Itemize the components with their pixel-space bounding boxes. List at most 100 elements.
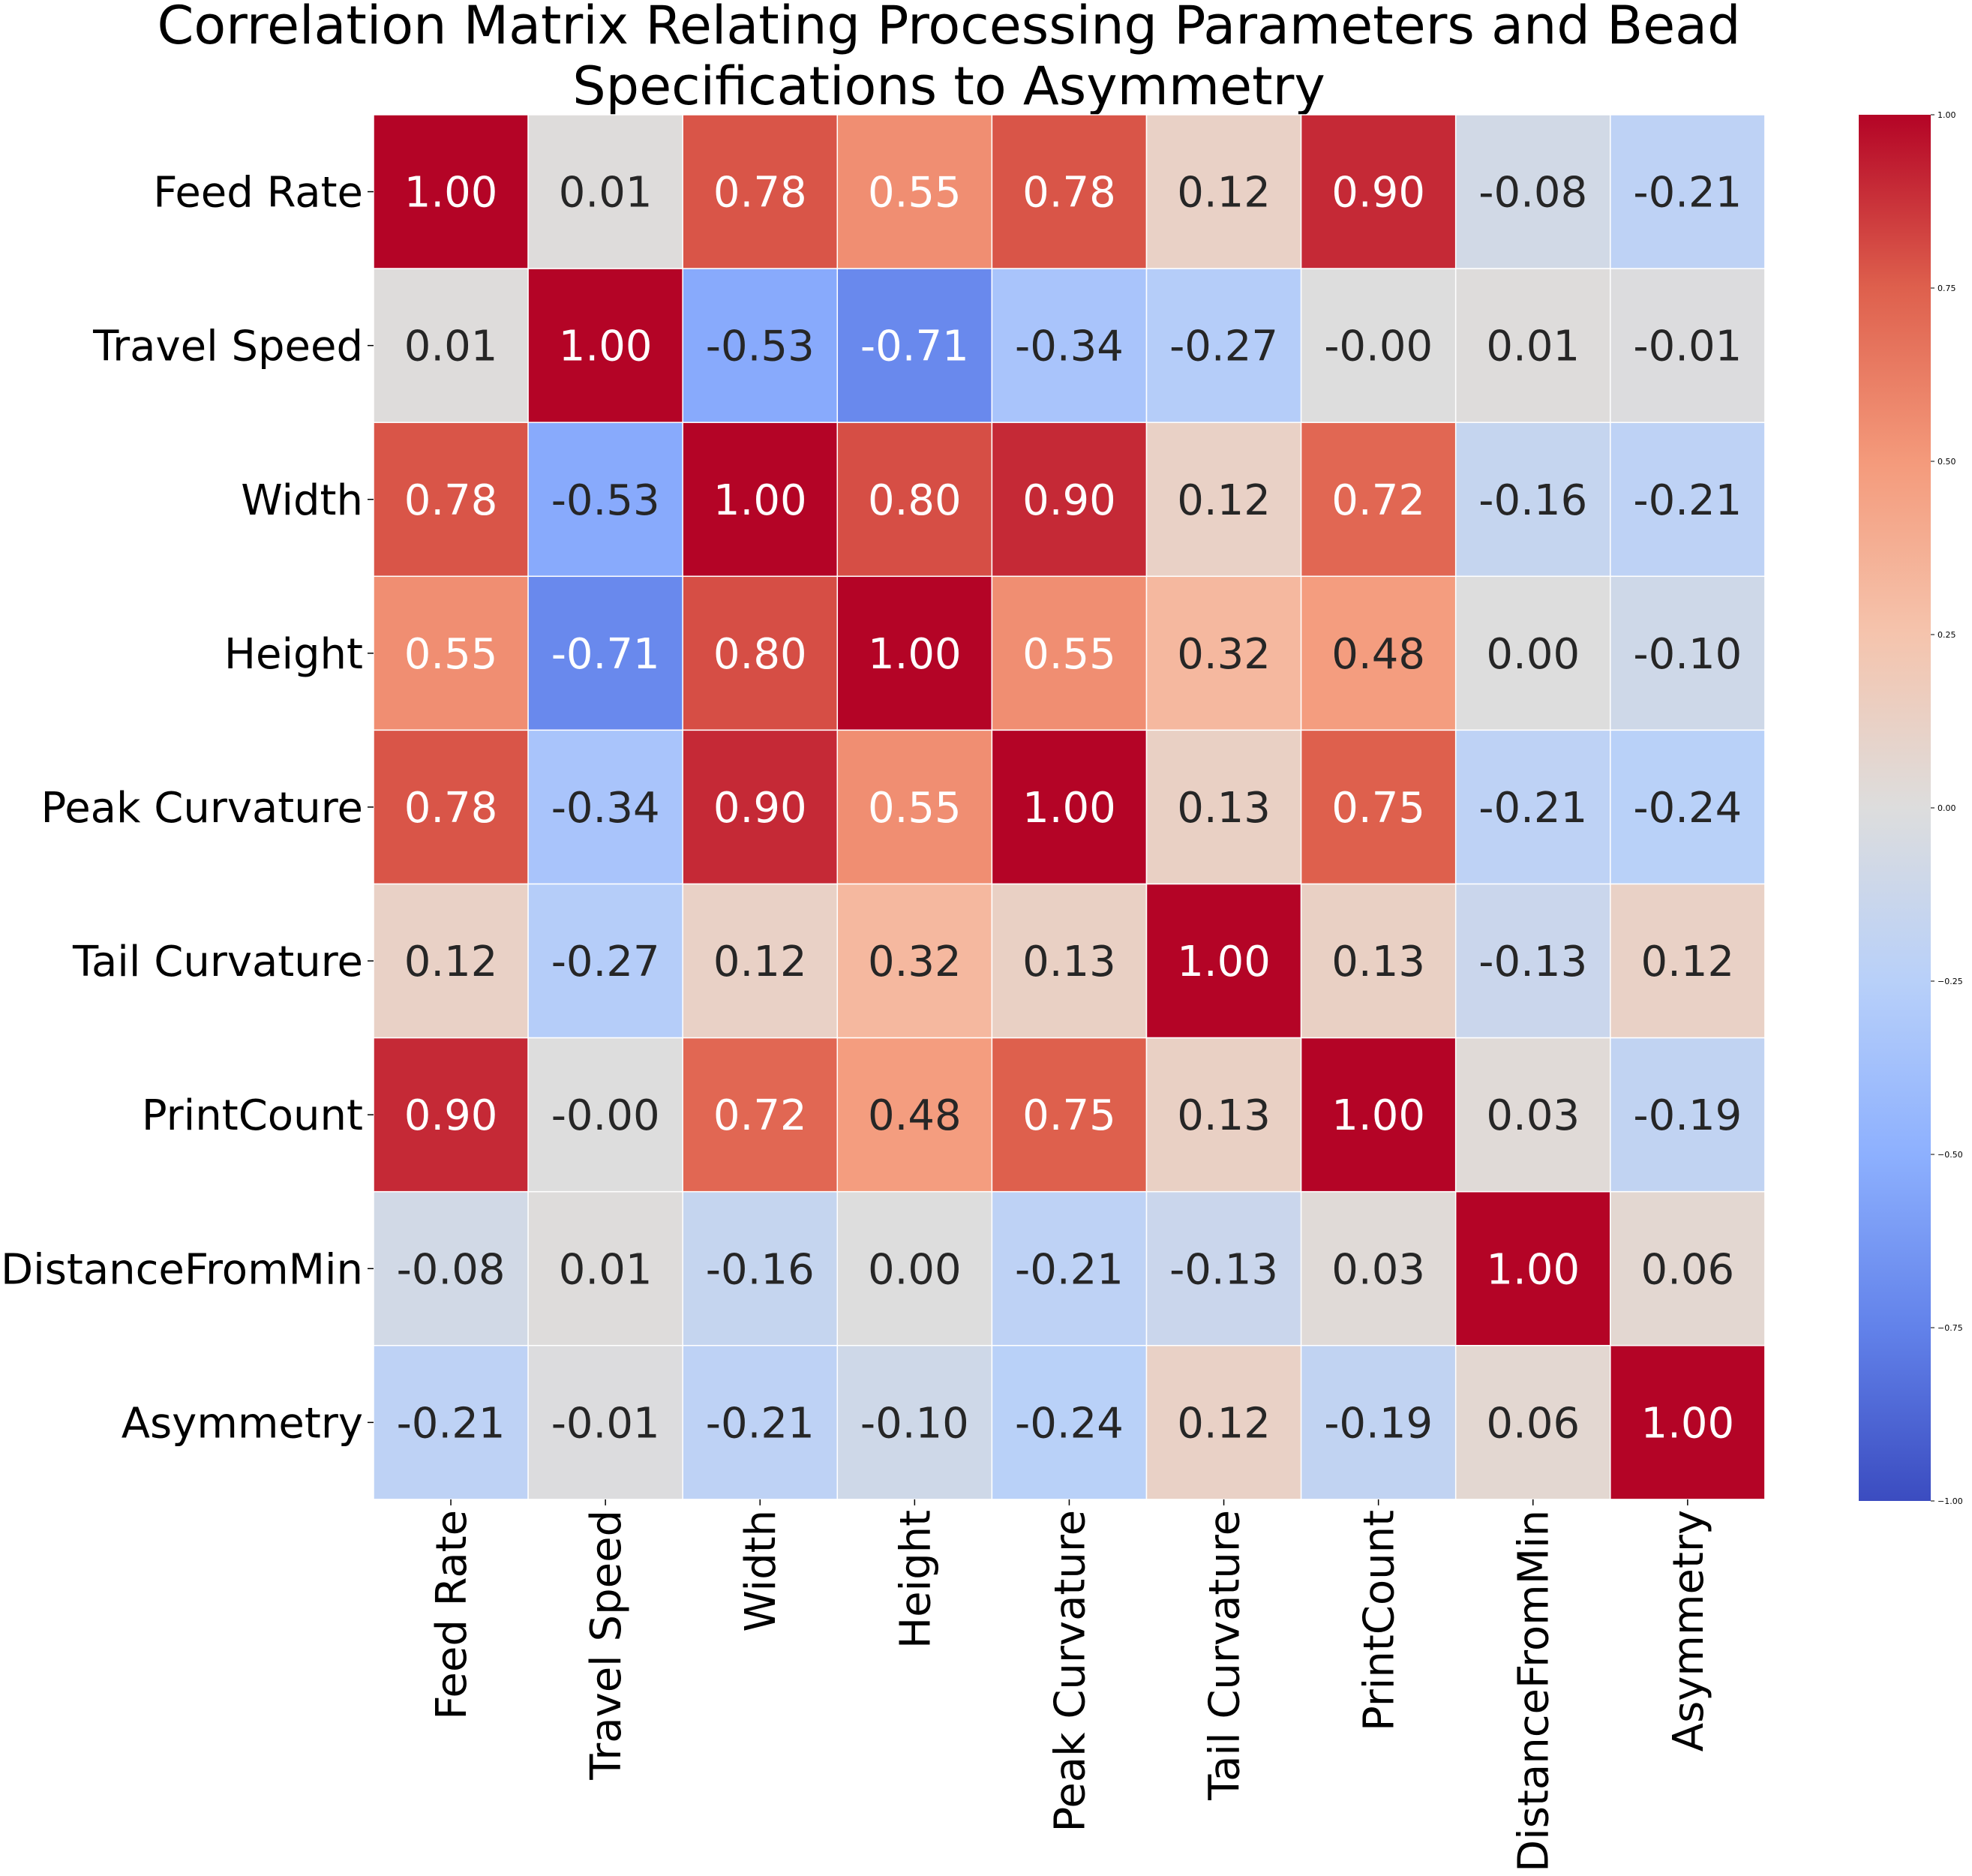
cell-value-label: 0.13 bbox=[1177, 1091, 1271, 1140]
heatmap-cell bbox=[1610, 729, 1766, 885]
heatmap-cell bbox=[991, 883, 1148, 1039]
heatmap-cell bbox=[1610, 1345, 1766, 1500]
cell-value-label: 0.32 bbox=[868, 938, 962, 986]
cell-value-label: 0.06 bbox=[1641, 1245, 1735, 1294]
cell-value-label: 0.78 bbox=[1022, 169, 1116, 218]
cell-value-label: 0.90 bbox=[1331, 169, 1425, 218]
colorbar-tick-label: −0.50 bbox=[1937, 1150, 1963, 1160]
cell-value-label: 0.12 bbox=[1177, 1399, 1271, 1448]
heatmap-cell bbox=[1454, 1190, 1611, 1346]
colorbar-gradient bbox=[1859, 115, 1931, 1501]
cell-value-label: -0.10 bbox=[860, 1399, 969, 1448]
x-tick-label: Tail Curvature bbox=[1201, 1510, 1250, 1801]
heatmap-cell bbox=[527, 422, 683, 578]
cell-value-label: 0.12 bbox=[713, 938, 807, 986]
heatmap-cell bbox=[1300, 1190, 1457, 1346]
heatmap-cell bbox=[1300, 1037, 1457, 1193]
heatmap-cell bbox=[373, 268, 529, 423]
heatmap-cell bbox=[991, 1037, 1148, 1193]
heatmap-cell bbox=[991, 114, 1148, 269]
cell-value-label: 1.00 bbox=[713, 476, 807, 525]
heatmap-cell bbox=[373, 729, 529, 885]
cell-value-label: 0.55 bbox=[1022, 630, 1116, 679]
heatmap-cell bbox=[682, 268, 839, 423]
x-tick-label: Width bbox=[737, 1510, 785, 1632]
heatmap-cell bbox=[1454, 575, 1611, 731]
heatmap-cell bbox=[1300, 422, 1457, 578]
cell-value-label: -0.24 bbox=[1015, 1399, 1124, 1448]
y-tick-label: Asymmetry bbox=[122, 1399, 363, 1448]
y-tick-label: DistanceFromMin bbox=[1, 1245, 363, 1294]
heatmap-cell bbox=[836, 1345, 993, 1500]
cell-value-label: 0.55 bbox=[868, 169, 962, 218]
heatmap-cell bbox=[1145, 114, 1302, 269]
heatmap-cell bbox=[991, 1190, 1148, 1346]
heatmap-cell bbox=[836, 268, 993, 423]
heatmap-cell bbox=[682, 883, 839, 1039]
x-tick-label: Asymmetry bbox=[1664, 1510, 1713, 1751]
cell-value-label: -0.16 bbox=[706, 1245, 815, 1294]
heatmap-cell bbox=[682, 422, 839, 578]
cell-value-label: -0.16 bbox=[1478, 476, 1587, 525]
colorbar-tick-label: 0.25 bbox=[1937, 630, 1956, 640]
heatmap-cell bbox=[373, 883, 529, 1039]
heatmap-cell bbox=[991, 1345, 1148, 1500]
x-tick-label: PrintCount bbox=[1355, 1510, 1404, 1731]
heatmap-cell bbox=[1610, 575, 1766, 731]
heatmap-cell bbox=[682, 114, 839, 269]
x-tick-label: Peak Curvature bbox=[1046, 1510, 1094, 1832]
cell-value-label: 1.00 bbox=[1486, 1245, 1580, 1294]
cell-value-label: -0.21 bbox=[1633, 169, 1742, 218]
heatmap-cell bbox=[527, 114, 683, 269]
colorbar-tick-label: 1.00 bbox=[1937, 110, 1956, 120]
cell-value-label: 0.01 bbox=[559, 1245, 653, 1294]
heatmap-cell bbox=[1610, 422, 1766, 578]
y-tick-label: Feed Rate bbox=[153, 169, 363, 218]
heatmap-cell bbox=[1145, 268, 1302, 423]
cell-value-label: 0.06 bbox=[1486, 1399, 1580, 1448]
cell-value-label: -0.71 bbox=[860, 323, 969, 371]
cell-value-label: 0.13 bbox=[1331, 938, 1425, 986]
cell-value-label: 0.55 bbox=[404, 630, 498, 679]
heatmap-cell bbox=[373, 1037, 529, 1193]
cell-value-label: 0.12 bbox=[1641, 938, 1735, 986]
cell-value-label: 0.00 bbox=[1486, 630, 1580, 679]
cell-value-label: 0.75 bbox=[1022, 1091, 1116, 1140]
cell-value-label: 0.75 bbox=[1331, 784, 1425, 833]
cell-value-label: -0.19 bbox=[1324, 1399, 1433, 1448]
heatmap-cell bbox=[682, 1037, 839, 1193]
cell-value-label: 1.00 bbox=[1331, 1091, 1425, 1140]
x-tick-label: Feed Rate bbox=[428, 1510, 476, 1720]
heatmap-cell bbox=[1145, 1190, 1302, 1346]
cell-value-label: 1.00 bbox=[1641, 1399, 1735, 1448]
colorbar-tick-label: 0.50 bbox=[1937, 457, 1956, 467]
x-tick-label: DistanceFromMin bbox=[1510, 1510, 1559, 1872]
cell-value-label: -0.53 bbox=[706, 323, 815, 371]
cell-value-label: 0.12 bbox=[404, 938, 498, 986]
cell-value-label: -0.27 bbox=[551, 938, 660, 986]
cell-value-label: -0.24 bbox=[1633, 784, 1742, 833]
colorbar-tick-label: −0.75 bbox=[1937, 1323, 1963, 1333]
heatmap-cell bbox=[527, 729, 683, 885]
y-axis-ticks: Feed Rate Travel Speed Width Height Peak Cur… bbox=[1, 169, 374, 1448]
cell-value-label: -0.21 bbox=[706, 1399, 815, 1448]
cell-value-label: 0.03 bbox=[1486, 1091, 1580, 1140]
heatmap-cell bbox=[1454, 268, 1611, 423]
heatmap-cell bbox=[836, 883, 993, 1039]
heatmap-cell bbox=[991, 268, 1148, 423]
cell-value-label: 0.48 bbox=[1331, 630, 1425, 679]
cell-value-label: -0.21 bbox=[1478, 784, 1587, 833]
cell-value-label: 0.55 bbox=[868, 784, 962, 833]
y-tick-label: Height bbox=[224, 630, 363, 679]
cell-value-label: -0.13 bbox=[1478, 938, 1587, 986]
x-tick-label: Travel Speed bbox=[582, 1510, 631, 1781]
cell-value-label: 0.01 bbox=[1486, 323, 1580, 371]
heatmap-cell bbox=[682, 1190, 839, 1346]
cell-value-label: 0.13 bbox=[1022, 938, 1116, 986]
heatmap-cell bbox=[373, 1190, 529, 1346]
heatmap-cell bbox=[1610, 268, 1766, 423]
cell-value-label: 0.78 bbox=[404, 476, 498, 525]
heatmap-cell bbox=[1454, 883, 1611, 1039]
x-tick-label: Height bbox=[891, 1510, 940, 1649]
